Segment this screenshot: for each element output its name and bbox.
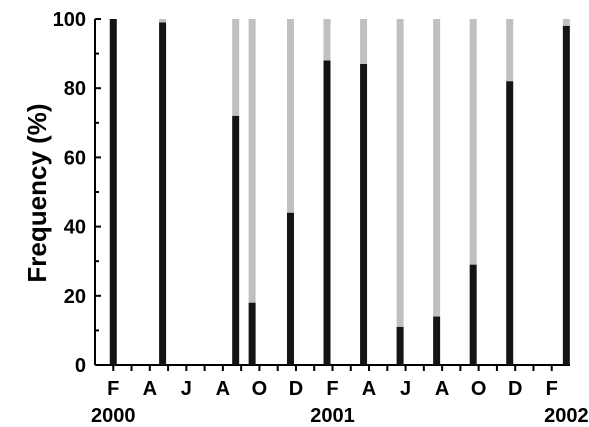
- bar-dark-segment-6: [360, 63, 368, 365]
- x-month-label: O: [252, 378, 268, 400]
- bar-light-segment-3: [248, 19, 256, 303]
- bar-dark-segment-1: [159, 22, 167, 366]
- x-month-label: J: [400, 378, 411, 400]
- y-tick-label: 100: [53, 9, 86, 31]
- bar-light-segment-11: [562, 19, 570, 26]
- bar-light-segment-8: [433, 19, 441, 317]
- y-tick-label: 40: [64, 217, 86, 239]
- bar-dark-segment-4: [286, 212, 294, 365]
- x-month-label: A: [143, 378, 157, 400]
- x-month-label: F: [546, 378, 558, 400]
- x-year-label: 2002: [544, 405, 589, 427]
- x-month-label: A: [216, 378, 230, 400]
- bars-group: [109, 19, 570, 366]
- x-year-label: 2001: [310, 405, 355, 427]
- bar-dark-segment-11: [562, 25, 570, 365]
- bar-dark-segment-2: [232, 115, 240, 365]
- bar-light-segment-10: [506, 19, 514, 82]
- x-year-label: 2000: [91, 405, 136, 427]
- bar-dark-segment-0: [109, 19, 117, 365]
- y-ticks-group: 0 20 40 60 80 100: [53, 9, 101, 377]
- bar-dark-segment-5: [323, 60, 331, 366]
- x-month-label: J: [181, 378, 192, 400]
- bar-light-segment-9: [469, 19, 477, 265]
- bar-light-segment-6: [360, 19, 368, 64]
- bar-dark-segment-9: [469, 264, 477, 365]
- y-tick-label: 80: [64, 78, 86, 100]
- x-month-label: F: [326, 378, 338, 400]
- bar-light-segment-4: [286, 19, 294, 213]
- bar-dark-segment-10: [506, 81, 514, 365]
- x-month-label: F: [107, 378, 119, 400]
- x-month-label: D: [289, 378, 303, 400]
- plot-frame: [94, 19, 570, 366]
- y-tick-label: 20: [64, 286, 86, 308]
- x-month-label: A: [435, 378, 449, 400]
- bar-light-segment-5: [323, 19, 331, 61]
- bar-dark-segment-7: [396, 326, 404, 365]
- x-month-label: O: [471, 378, 487, 400]
- x-month-label: A: [362, 378, 376, 400]
- bar-light-segment-2: [232, 19, 240, 116]
- y-tick-label: 60: [64, 147, 86, 169]
- bar-dark-segment-8: [433, 316, 441, 365]
- bar-dark-segment-3: [248, 302, 256, 365]
- y-tick-label: 0: [75, 355, 86, 377]
- y-axis-title: Frequency (%): [22, 103, 52, 282]
- x-month-label: D: [508, 378, 522, 400]
- bar-light-segment-7: [396, 19, 404, 327]
- bar-light-segment-1: [159, 19, 167, 23]
